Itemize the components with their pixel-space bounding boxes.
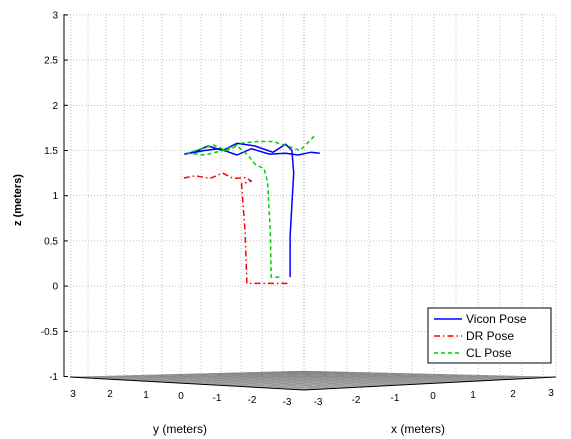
y-tick-label: -1 (213, 393, 222, 404)
z-axis-label: z (meters) (12, 174, 24, 226)
legend-label-dr: DR Pose (466, 329, 514, 343)
floor-mesh-line (264, 375, 515, 389)
y-tick-label: 1 (143, 390, 149, 401)
legend: Vicon Pose DR Pose CL Pose (427, 307, 552, 364)
legend-label-vicon: Vicon Pose (466, 312, 527, 326)
y-axis-line (69, 376, 305, 391)
x-axis-label: x (meters) (391, 422, 445, 436)
x-axis-line (303, 376, 557, 391)
z-tick-label: 2.5 (44, 56, 58, 67)
y-tick-label: 3 (70, 389, 76, 400)
floor-mesh-line (303, 370, 557, 378)
legend-entry-dr: DR Pose (434, 329, 514, 343)
y-axis-label: y (meters) (153, 422, 207, 436)
x-tick-label: -2 (352, 395, 361, 406)
floor-mesh (69, 370, 557, 391)
floor-mesh-line (272, 371, 523, 379)
x-tick-label: -3 (314, 397, 323, 408)
z-tick-label: 1 (52, 191, 58, 202)
legend-label-cl: CL Pose (466, 346, 512, 360)
z-tick-label: -1 (49, 372, 58, 383)
z-tick-label: -0.5 (41, 327, 59, 338)
floor-mesh-line (288, 371, 540, 379)
floor-mesh-line (280, 376, 531, 389)
y-tick-label: -2 (248, 395, 257, 406)
y-tick-label: 0 (178, 391, 184, 402)
z-tick-label: 3 (52, 10, 58, 21)
floor-mesh-line (296, 376, 548, 390)
series-line-cl-pose (187, 135, 315, 278)
z-tick-label: 0.5 (44, 236, 58, 247)
x-tick-label: -1 (391, 393, 400, 404)
grid-lines (64, 14, 557, 377)
y-tick-label: 2 (107, 389, 113, 400)
z-tick-label: 2 (52, 101, 58, 112)
x-tick-label: 1 (470, 390, 476, 401)
floor-mesh-line (272, 376, 523, 389)
z-tick-label: 1.5 (44, 146, 58, 157)
series-line-vicon-pose (184, 142, 320, 278)
data-series (181, 135, 320, 285)
x-tick-label: 3 (548, 388, 554, 399)
legend-entry-vicon: Vicon Pose (434, 312, 527, 326)
floor-mesh-line (296, 371, 548, 378)
floor-mesh-line (288, 376, 540, 390)
series-line-dr-pose (181, 172, 288, 285)
legend-entry-cl: CL Pose (434, 346, 512, 360)
x-tick-label: 2 (510, 389, 516, 400)
floor-mesh-line (280, 371, 531, 379)
x-tick-label: 0 (430, 391, 436, 402)
y-tick-label: -3 (283, 397, 292, 408)
tick-labels: -1 -0.5 0 0.5 1 1.5 2 2.5 3 3 2 1 0 -1 -2 -3 -3 -2 -1 0 1 2 3 (41, 10, 554, 408)
z-tick-label: 0 (52, 282, 58, 293)
